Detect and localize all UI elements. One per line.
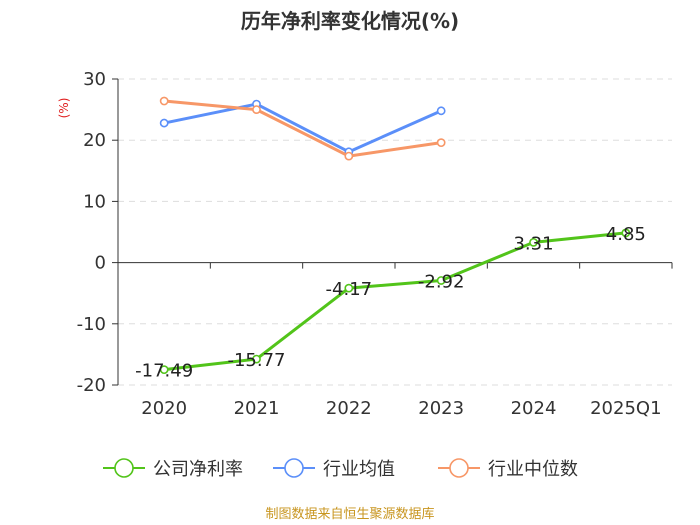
chart-title: 历年净利率变化情况(%) (241, 9, 459, 33)
y-tick-label: 0 (95, 253, 106, 274)
x-tick-label: 2021 (234, 398, 280, 419)
series-point-0 (436, 276, 446, 285)
axes: 30 20 10 0 -10 -20 2020 2021 2022 2023 2024 2025Q1 (77, 69, 673, 419)
data-label: -2.92 (418, 271, 465, 292)
data-label: 3.31 (513, 233, 553, 254)
legend-label: 行业中位数 (488, 459, 578, 480)
legend-marker-1 (284, 458, 304, 478)
y-axis-unit-label: (%) (57, 98, 71, 119)
legend-label: 公司净利率 (153, 459, 243, 480)
grid-lines (118, 78, 672, 386)
y-tick-label: -10 (77, 314, 106, 335)
series-point-0 (252, 354, 261, 364)
legend-marker-2 (449, 458, 469, 478)
series-line-2 (162, 99, 443, 158)
series-point-1 (159, 118, 169, 128)
x-tick-label: 2024 (511, 398, 557, 419)
y-tick-label: -20 (77, 375, 106, 396)
series-point-0 (529, 237, 538, 247)
x-tick-label: 2023 (418, 398, 464, 419)
legend-marker-0 (114, 458, 134, 478)
series-lines (159, 96, 631, 375)
series-point-0 (159, 365, 169, 375)
y-tick-label: 30 (83, 69, 106, 90)
series-point-2 (159, 96, 169, 106)
y-tick-label: 10 (83, 191, 106, 212)
series-line-0 (162, 231, 628, 372)
source-note: 制图数据来自恒生聚源数据库 (265, 506, 434, 522)
y-tick-label: 20 (83, 130, 106, 151)
data-label: -17.49 (135, 361, 193, 382)
series-line-1 (162, 102, 443, 154)
data-label: 4.85 (606, 224, 646, 245)
legend-label: 行业均值 (323, 459, 395, 480)
series-point-0 (344, 283, 354, 293)
series-point-0 (621, 228, 631, 238)
data-label: -15.77 (227, 350, 285, 371)
series-point-2 (252, 105, 261, 114)
x-tick-label: 2020 (141, 398, 187, 419)
series-point-2 (436, 138, 446, 148)
series-point-2 (344, 151, 354, 161)
series-point-1 (436, 106, 446, 116)
x-tick-label: 2025Q1 (590, 398, 661, 419)
x-tick-label: 2022 (326, 398, 372, 419)
data-labels: -17.49 -15.77 -4.17 -2.92 3.31 4.85 (135, 224, 646, 382)
legend: 公司净利率 行业均值 行业中位数 (103, 458, 578, 480)
data-label: -4.17 (326, 279, 373, 300)
